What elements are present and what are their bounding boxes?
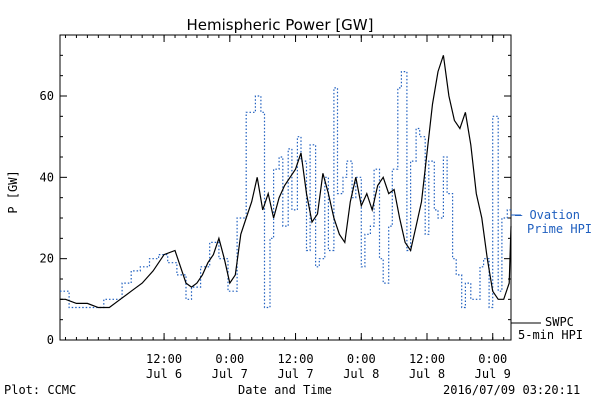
series-layer	[60, 55, 512, 309]
legend-ovation-prime: — Ovation Prime HPI	[515, 208, 592, 236]
x-tick-label-date: Jul 8	[409, 367, 445, 381]
chart-title: Hemispheric Power [GW]	[187, 16, 374, 34]
plot-frame	[59, 34, 512, 341]
y-axis: 0 20 40 60	[40, 54, 511, 347]
x-tick-label-time: 0:00	[478, 352, 507, 366]
y-tick-label: 20	[40, 252, 54, 266]
y-tick-label: 60	[40, 89, 54, 103]
plot-credit: Plot: CCMC	[4, 383, 77, 397]
x-tick-label-date: Jul 9	[475, 367, 511, 381]
x-tick-label-date: Jul 6	[146, 367, 182, 381]
x-tick-label-date: Jul 7	[212, 367, 248, 381]
x-tick-label-time: 0:00	[215, 352, 244, 366]
x-tick-label-time: 12:00	[409, 352, 445, 366]
x-tick-label-time: 0:00	[347, 352, 376, 366]
y-tick-label: 0	[47, 333, 54, 347]
x-tick-label-time: 12:00	[146, 352, 182, 366]
series-line-ovation-prime	[60, 71, 511, 309]
series-line-swpc	[60, 55, 512, 309]
plot-timestamp: 2016/07/09 03:20:11	[443, 383, 581, 397]
x-tick-label-time: 12:00	[277, 352, 313, 366]
x-axis-label: Date and Time	[238, 383, 332, 397]
legend-swpc-hpi: SWPC 5-min HPI	[518, 315, 583, 342]
x-tick-label-date: Jul 7	[277, 367, 313, 381]
legend: — Ovation Prime HPI SWPC 5-min HPI	[511, 208, 592, 342]
y-axis-label: P [GW]	[6, 170, 20, 213]
plot-area	[59, 34, 512, 341]
y-tick-label: 40	[40, 170, 54, 184]
x-tick-label-date: Jul 8	[343, 367, 379, 381]
